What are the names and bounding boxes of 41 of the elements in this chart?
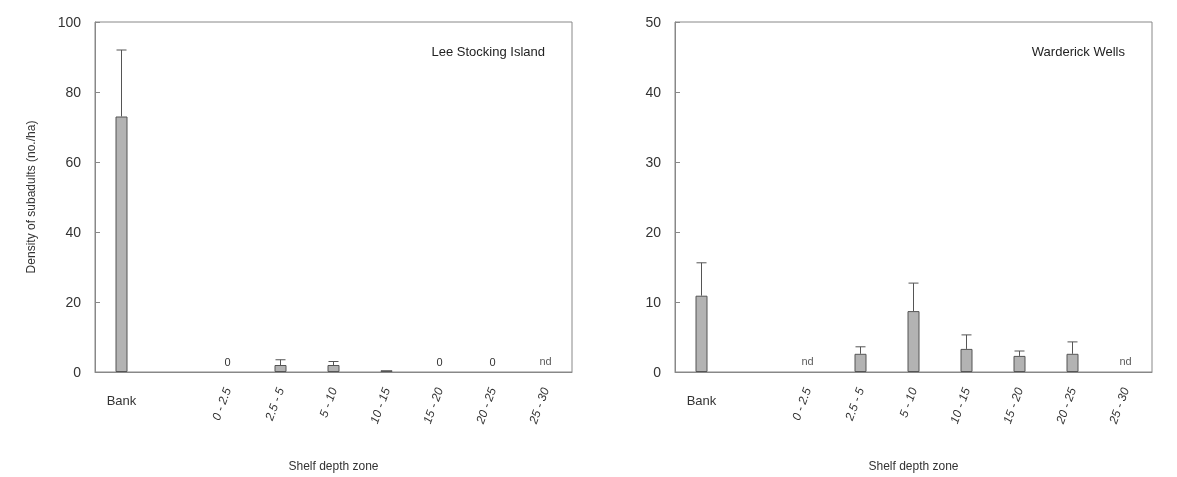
y-tick-label: 40 [65, 224, 82, 240]
text: Lee Stocking Island [431, 44, 545, 59]
y-tick-label: 20 [645, 224, 662, 240]
text: nd [1119, 354, 1132, 367]
x-tick-label: 0 - 2.5 [209, 385, 235, 423]
bar [1013, 355, 1026, 372]
y-tick-label: 10 [645, 294, 662, 310]
x-tick-label: Bank [686, 393, 717, 408]
y-tick-label: 20 [65, 294, 82, 310]
x-tick-label: 25 - 30 [1105, 385, 1133, 427]
x-tick-label: 5 - 10 [896, 385, 921, 420]
y-axis-title: Density of subadults (no./ha) [24, 120, 38, 274]
x-axis-title: Shelf depth zone [288, 459, 379, 473]
y-tick-label: 0 [73, 364, 82, 380]
y-tick-label: 40 [645, 84, 662, 100]
text: Warderick Wells [1031, 44, 1126, 59]
x-tick-label: Bank [106, 393, 137, 408]
y-tick-label: 100 [57, 14, 82, 30]
x-tick-label: 15 - 20 [1000, 385, 1027, 426]
y-tick-label: 50 [645, 14, 662, 30]
y-tick-label: 60 [65, 154, 82, 170]
data-label: 0 [224, 355, 231, 368]
x-tick-label: 20 - 25 [1052, 385, 1080, 427]
x-tick-label: 0 - 2.5 [789, 385, 815, 423]
text: nd [801, 354, 814, 367]
y-tick-label: 0 [653, 364, 662, 380]
x-tick-label: 20 - 25 [472, 385, 500, 427]
data-label: 0 [489, 355, 496, 368]
x-tick-label: 15 - 20 [420, 385, 447, 426]
x-tick-label: 10 - 15 [367, 385, 394, 426]
y-tick-label: 80 [65, 84, 82, 100]
bar [327, 365, 340, 372]
y-tick-label: 30 [645, 154, 662, 170]
x-tick-label: 10 - 15 [947, 385, 974, 426]
x-axis-title: Shelf depth zone [868, 459, 959, 473]
x-tick-label: 25 - 30 [525, 385, 553, 427]
x-tick-label: 2.5 - 5 [261, 385, 288, 424]
x-tick-label: 2.5 - 5 [841, 385, 868, 424]
data-label: 0 [436, 355, 443, 368]
x-tick-label: 5 - 10 [316, 385, 341, 420]
text: nd [539, 354, 552, 367]
